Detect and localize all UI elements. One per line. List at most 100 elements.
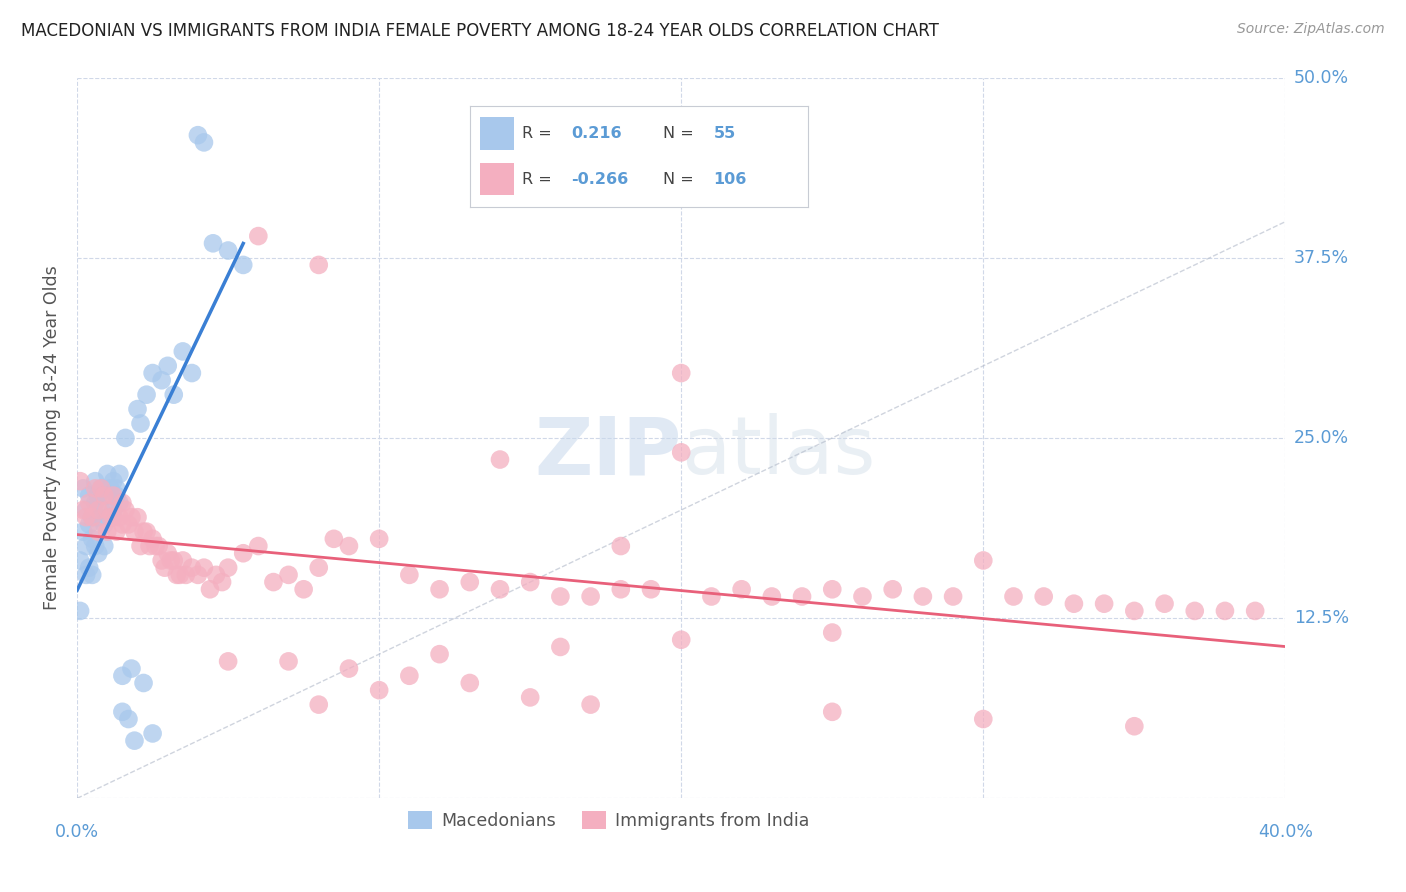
Point <box>169 567 191 582</box>
Point <box>93 539 115 553</box>
Point <box>174 567 197 582</box>
Point <box>103 474 125 488</box>
Point <box>761 590 783 604</box>
Point <box>489 582 512 597</box>
Point <box>821 705 844 719</box>
Point <box>211 575 233 590</box>
Point <box>217 560 239 574</box>
Point <box>1123 719 1146 733</box>
Text: 25.0%: 25.0% <box>1294 429 1348 447</box>
Point <box>700 590 723 604</box>
Point <box>69 553 91 567</box>
Point <box>87 510 110 524</box>
Point <box>156 546 179 560</box>
Point <box>247 539 270 553</box>
Point <box>193 136 215 150</box>
Point <box>610 582 633 597</box>
Point <box>232 546 254 560</box>
Point <box>127 402 149 417</box>
Point <box>821 582 844 597</box>
Point <box>103 510 125 524</box>
Point <box>75 567 97 582</box>
Point <box>368 532 391 546</box>
Point <box>82 510 104 524</box>
Point <box>121 662 143 676</box>
Point <box>217 654 239 668</box>
Point <box>163 553 186 567</box>
Point <box>82 510 104 524</box>
Point <box>730 582 752 597</box>
Point <box>610 539 633 553</box>
Point <box>308 560 330 574</box>
Point <box>84 496 107 510</box>
Point <box>103 503 125 517</box>
Point <box>132 676 155 690</box>
Point <box>129 539 152 553</box>
Point <box>87 489 110 503</box>
Point <box>75 510 97 524</box>
Point <box>519 575 541 590</box>
Point <box>114 431 136 445</box>
Point <box>108 496 131 510</box>
Point <box>108 510 131 524</box>
Point <box>458 575 481 590</box>
Point <box>84 539 107 553</box>
Point <box>1032 590 1054 604</box>
Point <box>579 698 602 712</box>
Point <box>69 474 91 488</box>
Point <box>458 676 481 690</box>
Point <box>98 510 121 524</box>
Point <box>193 560 215 574</box>
Point <box>93 489 115 503</box>
Point <box>87 546 110 560</box>
Point <box>1002 590 1025 604</box>
Point <box>77 560 100 574</box>
Point <box>550 590 572 604</box>
Point <box>972 553 994 567</box>
Y-axis label: Female Poverty Among 18-24 Year Olds: Female Poverty Among 18-24 Year Olds <box>44 266 60 610</box>
Point <box>180 366 202 380</box>
Point <box>1213 604 1236 618</box>
Point <box>489 452 512 467</box>
Point <box>180 560 202 574</box>
Point <box>121 510 143 524</box>
Point <box>821 625 844 640</box>
Point <box>72 482 94 496</box>
Point <box>1092 597 1115 611</box>
Point <box>135 524 157 539</box>
Point <box>640 582 662 597</box>
Point <box>90 503 112 517</box>
Text: 50.0%: 50.0% <box>1294 69 1348 87</box>
Point <box>172 553 194 567</box>
Point <box>82 532 104 546</box>
Point <box>98 482 121 496</box>
Point <box>308 258 330 272</box>
Point <box>148 539 170 553</box>
Point <box>132 524 155 539</box>
Point <box>247 229 270 244</box>
Point <box>96 489 118 503</box>
Point <box>337 662 360 676</box>
Point <box>322 532 344 546</box>
Point <box>153 560 176 574</box>
Point <box>292 582 315 597</box>
Point <box>117 712 139 726</box>
Point <box>671 366 693 380</box>
Point <box>75 539 97 553</box>
Point <box>98 510 121 524</box>
Point <box>579 590 602 604</box>
Point <box>1244 604 1267 618</box>
Point <box>90 482 112 496</box>
Point <box>105 524 128 539</box>
Point <box>129 417 152 431</box>
Point <box>82 567 104 582</box>
Point <box>429 582 451 597</box>
Text: atlas: atlas <box>682 413 876 491</box>
Point <box>1123 604 1146 618</box>
Point <box>972 712 994 726</box>
Point <box>69 604 91 618</box>
Point <box>163 387 186 401</box>
Point <box>90 482 112 496</box>
Point <box>198 582 221 597</box>
Point <box>124 733 146 747</box>
